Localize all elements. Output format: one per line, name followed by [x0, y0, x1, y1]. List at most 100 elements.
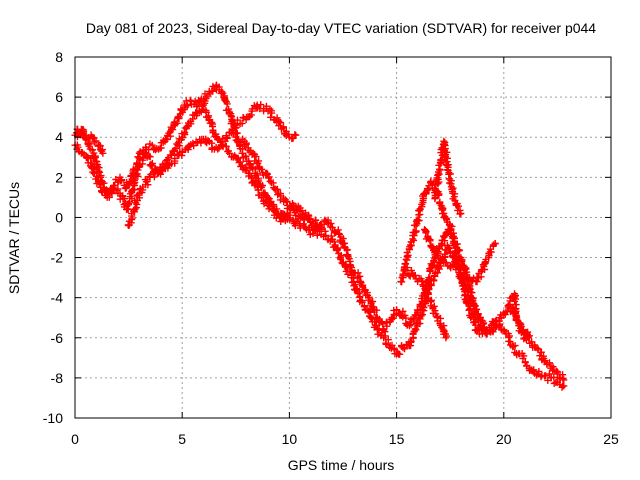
data-point: [554, 368, 562, 376]
data-point: [334, 246, 341, 253]
data-point: [381, 332, 389, 340]
series-track-d: [232, 133, 326, 233]
data-point: [464, 300, 472, 308]
data-point: [108, 190, 116, 198]
data-point: [426, 236, 434, 244]
y-axis-label: SDTVAR / TECUs: [6, 182, 22, 294]
data-point: [537, 348, 545, 356]
y-tick-label: 2: [55, 169, 63, 185]
data-point: [521, 358, 529, 366]
data-point: [215, 83, 223, 91]
data-point: [445, 244, 453, 252]
data-point: [224, 148, 232, 156]
data-point: [290, 205, 298, 213]
data-point: [88, 146, 96, 154]
data-point: [335, 230, 343, 237]
data-point: [223, 98, 230, 106]
data-point: [541, 357, 549, 365]
series-track-j: [504, 290, 533, 340]
data-point: [450, 234, 458, 242]
data-point: [451, 241, 459, 248]
data-point: [225, 149, 233, 157]
data-point: [254, 159, 262, 167]
data-point: [209, 120, 217, 128]
data-point: [560, 376, 568, 384]
data-point: [363, 289, 371, 297]
data-point: [443, 148, 451, 156]
data-point: [422, 228, 430, 235]
data-point: [542, 372, 550, 380]
data-point: [292, 131, 300, 139]
data-point: [496, 320, 504, 328]
data-point: [337, 252, 345, 259]
x-tick-label: 25: [603, 431, 619, 447]
data-point: [457, 209, 465, 217]
data-point: [353, 285, 360, 293]
data-point: [89, 168, 97, 176]
data-point: [318, 224, 326, 231]
data-point: [373, 306, 381, 314]
y-tick-label: 6: [55, 89, 63, 105]
data-point: [468, 313, 476, 320]
x-tick-label: 5: [178, 431, 186, 447]
data-point: [150, 173, 158, 181]
data-point: [265, 174, 273, 182]
y-tick-label: -10: [43, 410, 63, 426]
y-tick-label: 8: [55, 49, 63, 65]
y-tick-label: -4: [51, 290, 64, 306]
data-point: [410, 316, 418, 324]
data-point: [241, 163, 249, 171]
data-point: [190, 142, 198, 150]
data-point: [192, 138, 200, 146]
grid-lines: [75, 57, 611, 418]
data-point: [253, 170, 261, 178]
data-point: [242, 140, 250, 148]
data-point: [453, 256, 461, 264]
data-point: [441, 250, 449, 258]
data-point: [434, 250, 442, 258]
data-point: [560, 382, 568, 390]
data-point: [500, 326, 508, 334]
data-point: [312, 216, 320, 224]
series-track-h: [431, 137, 465, 218]
data-point: [389, 314, 397, 322]
data-point: [95, 179, 103, 187]
data-points: [71, 81, 568, 391]
chart-title: Day 081 of 2023, Sidereal Day-to-day VTE…: [86, 20, 596, 36]
data-point: [417, 312, 425, 320]
data-point: [520, 352, 528, 360]
data-point: [223, 134, 231, 142]
data-point: [87, 155, 95, 163]
data-point: [511, 297, 519, 305]
data-point: [550, 379, 558, 387]
data-point: [184, 146, 192, 153]
series-track-f: [397, 177, 486, 338]
data-point: [446, 170, 454, 178]
data-point: [457, 264, 465, 272]
data-point: [96, 168, 103, 176]
y-tick-label: -2: [51, 250, 64, 266]
data-point: [447, 264, 455, 272]
data-point: [472, 306, 480, 313]
data-point: [382, 340, 390, 348]
data-point: [440, 327, 448, 335]
data-point: [268, 109, 276, 117]
series-track-c: [124, 101, 300, 229]
data-point: [214, 145, 222, 153]
y-tick-label: -8: [51, 370, 64, 386]
data-point: [327, 232, 335, 240]
data-point: [255, 175, 262, 183]
data-point: [424, 186, 431, 194]
data-point: [74, 143, 82, 151]
data-point: [280, 123, 287, 131]
data-point: [176, 142, 184, 150]
data-point: [477, 326, 485, 334]
data-point: [545, 370, 553, 378]
data-point: [447, 180, 455, 188]
data-point: [143, 177, 151, 185]
data-point: [512, 316, 520, 324]
data-point: [511, 342, 519, 350]
data-point: [418, 203, 426, 211]
